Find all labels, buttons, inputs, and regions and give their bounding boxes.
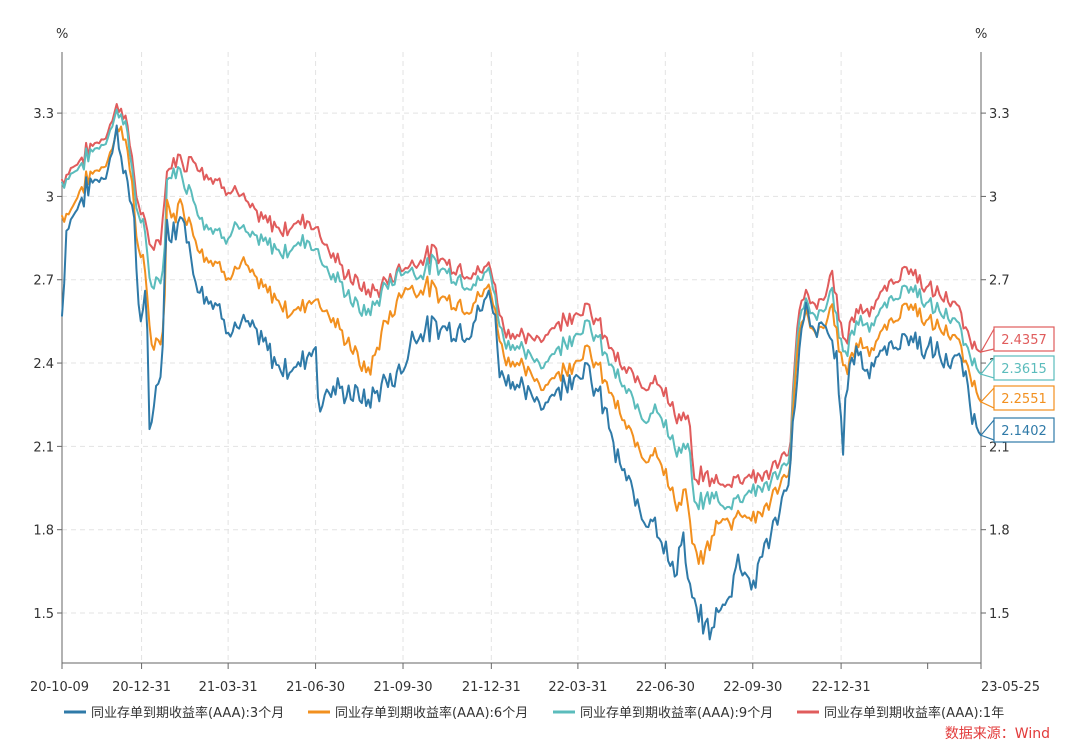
left-y-tick-label: 2.7	[33, 274, 54, 289]
right-y-tick-label: 3.3	[989, 107, 1010, 122]
legend-label: 同业存单到期收益率(AAA):6个月	[335, 705, 528, 721]
x-tick-label: 20-10-09	[30, 680, 89, 695]
end-label-value: 2.2551	[1001, 392, 1047, 407]
left-y-tick-label: 2.4	[33, 357, 54, 372]
x-tick-label: 22-12-31	[812, 680, 871, 695]
end-labels: 2.1402 2.2551 2.3615 2.4357	[979, 326, 1055, 443]
end-label-value: 2.4357	[1001, 333, 1047, 348]
end-label-value: 2.1402	[1001, 424, 1047, 439]
end-label-pointer	[979, 386, 995, 409]
legend-label: 同业存单到期收益率(AAA):3个月	[91, 705, 284, 721]
x-tick-label: 22-03-31	[548, 680, 607, 695]
left-y-unit: %	[56, 27, 68, 42]
series-line	[61, 125, 982, 565]
x-tick-label: 22-06-30	[636, 680, 695, 695]
end-label-callout: 2.4357	[979, 326, 1055, 353]
end-label-pointer	[979, 418, 995, 441]
right-y-tick-label: 2.1	[989, 440, 1010, 455]
legend-item: 同业存单到期收益率(AAA):6个月	[308, 705, 528, 721]
right-y-tick-label: 1.5	[989, 607, 1010, 622]
legend-item: 同业存单到期收益率(AAA):9个月	[553, 705, 773, 721]
legend-label: 同业存单到期收益率(AAA):9个月	[580, 705, 773, 721]
axes: 3.33.3332.72.72.42.42.12.11.81.81.51.520…	[30, 52, 1040, 695]
left-y-tick-label: 3.3	[33, 107, 54, 122]
x-tick-label: 21-06-30	[286, 680, 345, 695]
gridlines	[62, 52, 981, 663]
x-tick-label: 21-03-31	[199, 680, 258, 695]
legend: 同业存单到期收益率(AAA):3个月 同业存单到期收益率(AAA):6个月 同业存单…	[64, 705, 1004, 721]
legend-item: 同业存单到期收益率(AAA):1年	[797, 705, 1004, 721]
end-label-callout: 2.2551	[979, 385, 1055, 411]
series-lines	[61, 103, 982, 641]
series-line	[61, 103, 982, 489]
end-label-pointer	[979, 326, 995, 353]
left-y-tick-label: 2.1	[33, 440, 54, 455]
x-tick-label: 20-12-31	[112, 680, 171, 695]
end-label-box	[993, 355, 1055, 381]
x-tick-label: 21-12-31	[462, 680, 521, 695]
legend-item: 同业存单到期收益率(AAA):3个月	[64, 705, 284, 721]
left-y-tick-label: 1.8	[33, 524, 54, 539]
right-y-tick-label: 2.7	[989, 274, 1010, 289]
legend-label: 同业存单到期收益率(AAA):1年	[824, 705, 1004, 721]
end-label-box	[993, 326, 1055, 352]
end-label-box	[993, 385, 1055, 411]
end-label-box	[993, 417, 1055, 443]
end-label-callout: 2.1402	[979, 417, 1055, 443]
left-y-tick-label: 3	[46, 190, 54, 205]
end-label-callout: 2.3615	[979, 355, 1055, 381]
right-y-tick-label: 3	[989, 190, 997, 205]
series-line	[61, 124, 982, 641]
x-tick-label: 21-09-30	[374, 680, 433, 695]
right-y-tick-label: 1.8	[989, 524, 1010, 539]
x-tick-label: 22-09-30	[723, 680, 782, 695]
data-source: 数据来源：Wind	[945, 726, 1050, 742]
end-label-value: 2.3615	[1001, 362, 1047, 377]
end-label-pointer	[979, 356, 995, 379]
x-tick-label: 23-05-25	[981, 680, 1040, 695]
left-y-tick-label: 1.5	[33, 607, 54, 622]
series-line	[61, 108, 982, 511]
right-y-unit: %	[975, 27, 987, 42]
